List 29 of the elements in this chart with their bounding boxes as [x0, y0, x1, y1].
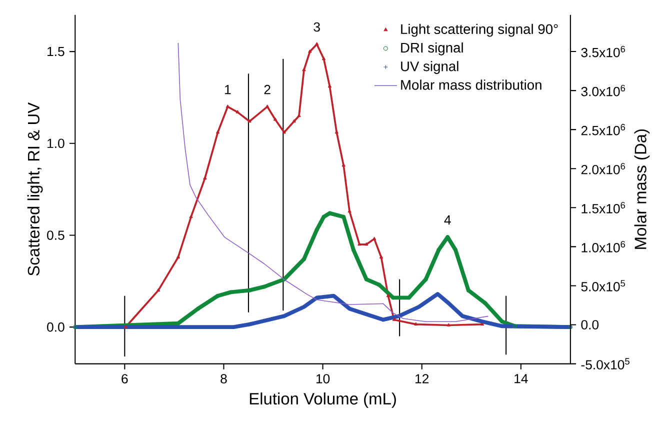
- x-tick-label: 14: [514, 374, 528, 384]
- x-tick-label: 8: [220, 374, 227, 384]
- annotation: 4: [444, 215, 451, 224]
- y2-tick-label: 3.0x10$^{6}$: [581, 84, 626, 96]
- y-tick-label: 0.5: [47, 230, 64, 240]
- legend-label: UV signal: [401, 60, 458, 74]
- y2-tick-label: 0.0: [581, 320, 599, 330]
- y2-tick-label: 5.0x10$^{5}$: [581, 280, 626, 292]
- y-tick-label: 1.5: [48, 46, 64, 56]
- x-tick-label: 6: [122, 374, 128, 384]
- annotation: 3: [314, 22, 320, 32]
- y2-tick-label: 2.5x10$^{6}$: [581, 124, 626, 136]
- y2-axis-title: Molar mass (Da): [634, 129, 650, 249]
- legend-label: Molar mass distribution: [401, 80, 542, 90]
- x-axis-title: Elution Volume (mL): [250, 392, 396, 408]
- legend-label: DRI signal: [401, 42, 463, 56]
- y2-tick-label: 3.5x10$^{6}$: [581, 46, 626, 58]
- annotation: 1: [225, 84, 231, 94]
- y-tick-label: 0.0: [47, 322, 64, 332]
- y2-tick-label: -5.0x10$^{5}$: [581, 358, 630, 370]
- y-axis-title: Scattered light, RI & UV: [27, 102, 43, 276]
- x-tick-label: 12: [416, 374, 429, 384]
- y2-tick-label: 2.0x10$^{6}$: [581, 162, 626, 174]
- annotation: 2: [264, 84, 270, 94]
- legend-label: Light scattering signal 90°: [401, 24, 558, 37]
- y2-tick-label: 1.5x10$^{6}$: [582, 202, 626, 214]
- y2-tick-label: 1.0x10$^{6}$: [582, 240, 626, 252]
- x-tick-label: 10: [316, 374, 330, 384]
- y-tick-label: 1.0: [48, 138, 64, 148]
